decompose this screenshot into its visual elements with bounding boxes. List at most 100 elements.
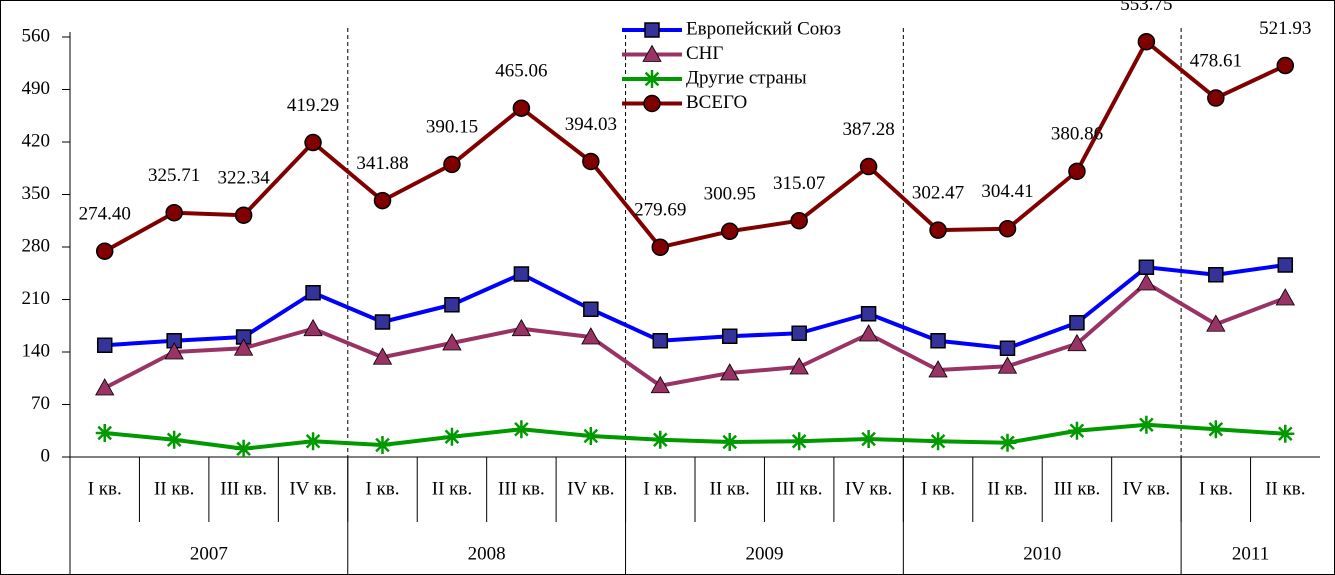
data-point	[1138, 259, 1155, 275]
data-label: 387.28	[842, 119, 894, 140]
data-label: 341.88	[356, 153, 408, 174]
x-tick-label: IV кв.	[289, 478, 336, 499]
data-point	[720, 433, 739, 451]
data-point	[443, 155, 461, 174]
legend-label: Европейский Союз	[686, 18, 841, 39]
data-point	[929, 221, 947, 239]
y-tick-label: 140	[22, 340, 51, 361]
y-tick-label: 350	[22, 183, 51, 204]
x-tick-label: I кв.	[921, 478, 955, 499]
legend-marker	[644, 22, 660, 38]
data-point	[789, 357, 809, 375]
x-group-label: 2009	[745, 543, 783, 564]
data-label: 521.93	[1259, 18, 1311, 39]
data-point	[304, 432, 323, 451]
data-point	[998, 433, 1017, 452]
data-point	[790, 211, 808, 230]
data-label: 465.06	[495, 61, 547, 82]
y-tick-label: 560	[22, 25, 51, 46]
x-tick-label: I кв.	[1199, 478, 1233, 499]
data-point	[304, 133, 322, 152]
data-label: 274.40	[79, 204, 131, 225]
data-label: 322.34	[217, 168, 270, 189]
data-point	[858, 324, 879, 342]
data-point	[95, 424, 114, 442]
data-label: 304.41	[981, 181, 1033, 202]
data-point	[1067, 421, 1086, 440]
data-point	[999, 340, 1016, 356]
data-point	[512, 99, 531, 117]
series-line	[104, 263, 1286, 351]
legend-marker	[642, 44, 662, 62]
data-point	[1067, 333, 1087, 352]
y-tick-label: 420	[22, 130, 51, 151]
data-point	[96, 337, 113, 353]
y-tick-label: 70	[31, 393, 50, 414]
data-label: 325.71	[148, 165, 200, 186]
data-label: 419.29	[287, 95, 339, 116]
x-tick-label: I кв.	[643, 478, 677, 499]
x-group-label: 2010	[1023, 543, 1061, 564]
series-line	[104, 422, 1286, 451]
data-point	[442, 333, 462, 351]
data-label: 315.07	[773, 173, 825, 194]
legend-label: ВСЕГО	[686, 92, 747, 113]
data-point	[650, 375, 670, 394]
data-point	[373, 191, 392, 210]
x-tick-label: II кв.	[154, 478, 194, 499]
y-tick-label: 0	[41, 445, 51, 466]
data-point	[1208, 267, 1224, 283]
data-point	[791, 325, 807, 341]
data-point	[234, 439, 253, 458]
x-tick-label: III кв.	[220, 478, 267, 499]
legend-label: Другие страны	[686, 67, 807, 88]
data-point	[444, 297, 460, 313]
data-point	[1068, 162, 1086, 181]
legend-label: СНГ	[686, 43, 723, 64]
y-tick-label: 210	[22, 288, 51, 309]
data-label: 394.03	[565, 114, 617, 135]
data-point	[164, 342, 184, 360]
x-tick-label: II кв.	[432, 478, 472, 499]
data-label: 279.69	[634, 200, 686, 221]
x-tick-label: II кв.	[710, 478, 750, 499]
x-tick-label: III кв.	[776, 478, 823, 499]
y-tick-label: 490	[22, 78, 51, 99]
data-point	[720, 222, 739, 241]
data-label: 553.75	[1120, 0, 1172, 15]
data-point	[790, 432, 809, 451]
data-point	[1207, 89, 1225, 107]
x-tick-label: I кв.	[365, 478, 399, 499]
data-point	[581, 327, 601, 345]
data-point	[442, 427, 461, 446]
data-point	[997, 356, 1018, 374]
data-point	[1277, 257, 1294, 273]
data-point	[930, 333, 946, 349]
series-line	[103, 281, 1286, 390]
data-point	[1206, 420, 1225, 439]
data-point	[372, 347, 393, 365]
x-group-label: 2011	[1232, 543, 1269, 564]
data-point	[95, 242, 114, 260]
data-point	[929, 432, 948, 451]
data-point	[374, 314, 391, 330]
data-point	[582, 152, 600, 171]
data-point	[303, 318, 323, 337]
data-point	[928, 360, 948, 378]
x-tick-label: II кв.	[987, 478, 1027, 499]
data-point	[652, 333, 669, 349]
data-point	[234, 206, 253, 224]
x-tick-label: II кв.	[1265, 478, 1305, 499]
data-point	[581, 427, 600, 445]
data-point	[513, 266, 530, 282]
x-tick-label: III кв.	[1054, 478, 1101, 499]
data-label: 478.61	[1190, 50, 1242, 71]
data-point	[165, 430, 184, 449]
data-point	[1069, 315, 1085, 331]
data-point	[1137, 415, 1156, 434]
data-point	[720, 363, 740, 381]
data-point	[233, 338, 254, 356]
x-tick-label: III кв.	[498, 478, 545, 499]
data-label: 302.47	[912, 183, 964, 204]
